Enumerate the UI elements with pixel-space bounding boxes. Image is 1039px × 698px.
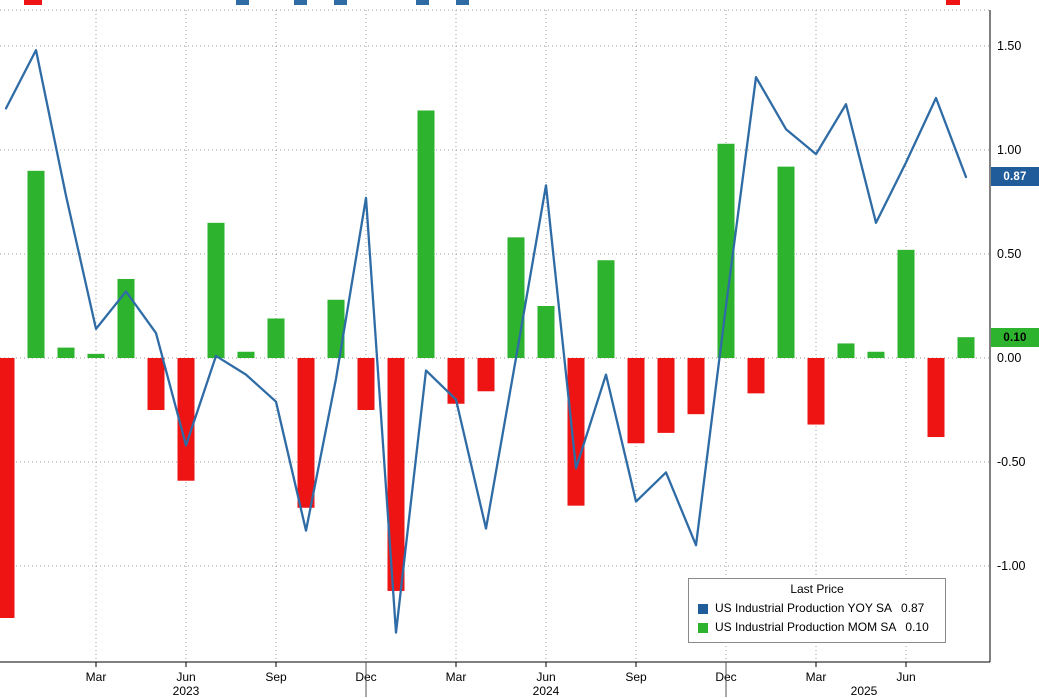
legend-value-yoy: 0.87: [900, 601, 925, 615]
svg-text:2024: 2024: [533, 684, 560, 698]
legend-row-mom: US Industrial Production MOM SA 0.10: [698, 618, 936, 637]
svg-text:1.50: 1.50: [997, 39, 1021, 53]
legend-value-mom: 0.10: [905, 620, 929, 634]
svg-text:Jun: Jun: [176, 670, 195, 684]
svg-text:Sep: Sep: [625, 670, 647, 684]
svg-text:0.50: 0.50: [997, 247, 1021, 261]
last-price-badge-yoy-value: 0.87: [1003, 170, 1027, 183]
svg-text:-0.50: -0.50: [997, 455, 1026, 469]
last-price-badge-yoy: 0.87: [991, 167, 1039, 186]
legend-title: Last Price: [790, 582, 844, 596]
legend-swatch-yoy-icon: [698, 603, 708, 614]
legend-row-yoy: US Industrial Production YOY SA 0.87: [698, 599, 936, 618]
legend-label-mom: US Industrial Production MOM SA: [715, 620, 897, 634]
svg-text:Mar: Mar: [446, 670, 467, 684]
legend-swatch-mom-icon: [698, 622, 708, 633]
legend-label-yoy: US Industrial Production YOY SA: [715, 601, 892, 615]
svg-text:2025: 2025: [851, 684, 878, 698]
last-price-badge-mom: 0.10: [991, 328, 1039, 347]
svg-text:-1.00: -1.00: [997, 559, 1026, 573]
svg-text:1.00: 1.00: [997, 143, 1021, 157]
svg-text:Mar: Mar: [86, 670, 107, 684]
svg-text:Jun: Jun: [536, 670, 555, 684]
svg-text:0.00: 0.00: [997, 351, 1021, 365]
svg-text:Sep: Sep: [265, 670, 287, 684]
last-price-badge-mom-value: 0.10: [1003, 331, 1027, 344]
svg-text:2023: 2023: [173, 684, 200, 698]
svg-text:Jun: Jun: [896, 670, 915, 684]
legend: Last Price US Industrial Production YOY …: [688, 578, 946, 643]
svg-text:Mar: Mar: [806, 670, 827, 684]
